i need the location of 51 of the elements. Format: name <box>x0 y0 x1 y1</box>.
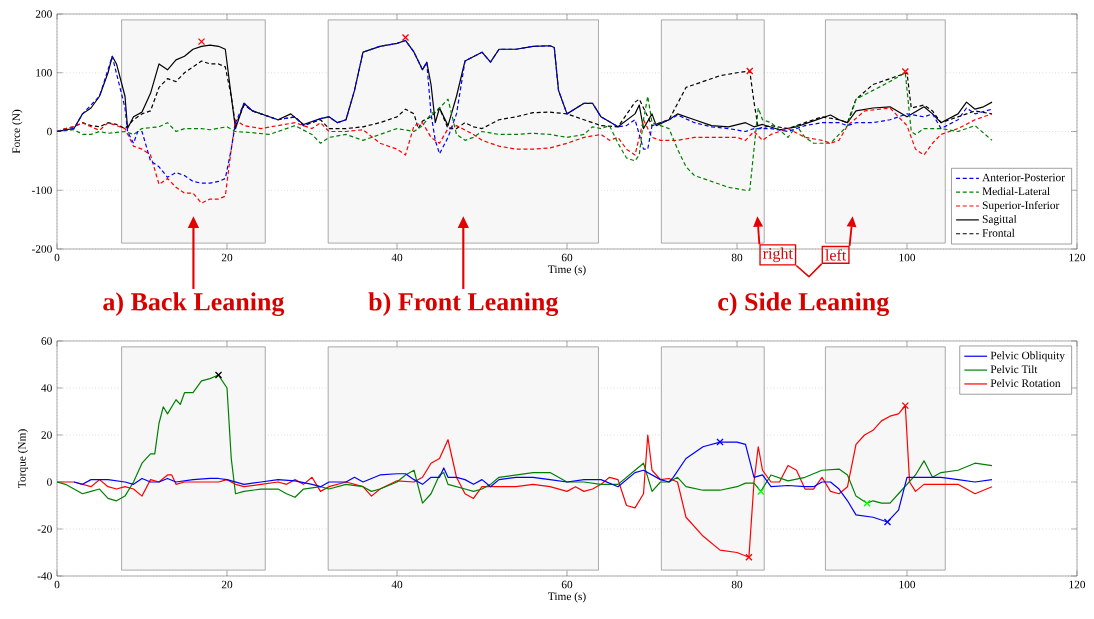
x-tick-label: 60 <box>561 580 573 589</box>
x-axis-title: Time (s) <box>548 592 586 603</box>
band-label: left <box>825 249 847 261</box>
x-tick-label: 100 <box>899 253 916 262</box>
point <box>883 518 892 526</box>
legend-label: Superior-Inferior <box>982 200 1060 212</box>
point <box>197 37 206 46</box>
band-label: right <box>763 247 793 263</box>
y-tick-label: 20 <box>41 431 52 439</box>
legend-label: Pelvic Rotation <box>990 379 1061 387</box>
x-tick-label: 0 <box>54 580 60 589</box>
x-tick-label: 0 <box>54 253 60 262</box>
legend-label: Pelvic Tilt <box>990 365 1038 374</box>
y-tick-label: 200 <box>35 10 52 18</box>
x-tick-label: 20 <box>221 580 233 589</box>
point <box>901 401 909 410</box>
x-tick-label: 120 <box>1069 253 1086 262</box>
y-tick-label: -20 <box>37 525 52 533</box>
text: c) Side Leaning <box>718 292 889 317</box>
y-tick-label: -100 <box>31 186 52 195</box>
x-tick-label: 60 <box>561 253 573 262</box>
legend-label: Anterior-Posterior <box>982 173 1065 182</box>
y-tick-label: 0 <box>47 478 52 486</box>
legend-label: Medial-Lateral <box>982 187 1050 196</box>
y-axis-title: Torque (Nm) <box>17 429 29 488</box>
point <box>746 67 754 75</box>
point <box>757 487 765 496</box>
y-tick-label: -40 <box>37 572 52 580</box>
legend-label: Frontal <box>982 228 1015 237</box>
y-tick-label: 100 <box>36 68 52 77</box>
x-tick-label: 100 <box>899 580 916 589</box>
y-tick-label: 0 <box>47 127 52 136</box>
legend-label: Sagittal <box>982 214 1017 226</box>
point <box>863 499 871 507</box>
x-tick-label: 20 <box>221 253 233 262</box>
y-tick-label: -200 <box>31 245 52 253</box>
y-axis-title: Force (N) <box>12 109 23 154</box>
band-label: b) Front Leaning <box>368 292 559 317</box>
y-tick-label: 40 <box>41 384 52 392</box>
band-label: a) Back Leaning <box>103 292 285 317</box>
x-tick-label: 40 <box>391 253 403 262</box>
x-tick-label: 40 <box>391 580 403 589</box>
point <box>901 67 909 76</box>
point <box>745 553 753 561</box>
x-axis-title: Time (s) <box>548 265 586 276</box>
legend-label: Pelvic Obliquity <box>990 351 1065 362</box>
y-tick-label: 60 <box>41 337 52 345</box>
point <box>214 371 223 379</box>
x-tick-label: 80 <box>731 253 743 262</box>
x-tick-label: 120 <box>1069 580 1086 589</box>
x-tick-label: 80 <box>731 580 743 589</box>
